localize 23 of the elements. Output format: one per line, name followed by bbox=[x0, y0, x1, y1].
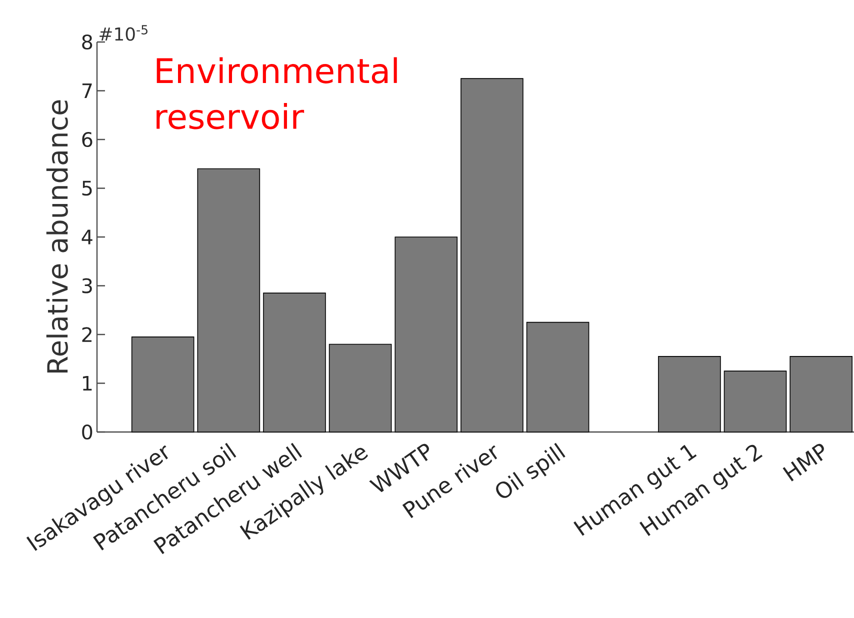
y-tick-label: 2 bbox=[82, 327, 92, 342]
bar bbox=[526, 322, 590, 432]
annotation: Environmental reservoir bbox=[156, 57, 397, 130]
bar bbox=[328, 344, 392, 432]
bar bbox=[790, 356, 852, 432]
y-tick-label: 5 bbox=[82, 180, 92, 196]
y-tick-label: 7 bbox=[82, 84, 92, 98]
y-tick-label: 4 bbox=[82, 230, 92, 244]
bar bbox=[394, 236, 458, 432]
y-tick-label: 3 bbox=[82, 278, 92, 294]
bar bbox=[131, 336, 194, 432]
y-tick-label: 1 bbox=[82, 376, 92, 391]
y-tick-label: 8 bbox=[82, 34, 92, 50]
text: #10$^{-5}$ bbox=[100, 25, 148, 41]
bar bbox=[460, 78, 524, 432]
bar bbox=[197, 168, 260, 432]
y-tick-label: 0 bbox=[82, 424, 92, 440]
bar bbox=[263, 292, 326, 432]
x-tick-label: Oil spill bbox=[496, 442, 566, 498]
bar bbox=[724, 370, 787, 432]
y-axis-title: Relative abundance bbox=[46, 100, 68, 373]
y-tick-label: 6 bbox=[82, 132, 92, 148]
bar bbox=[658, 356, 721, 432]
